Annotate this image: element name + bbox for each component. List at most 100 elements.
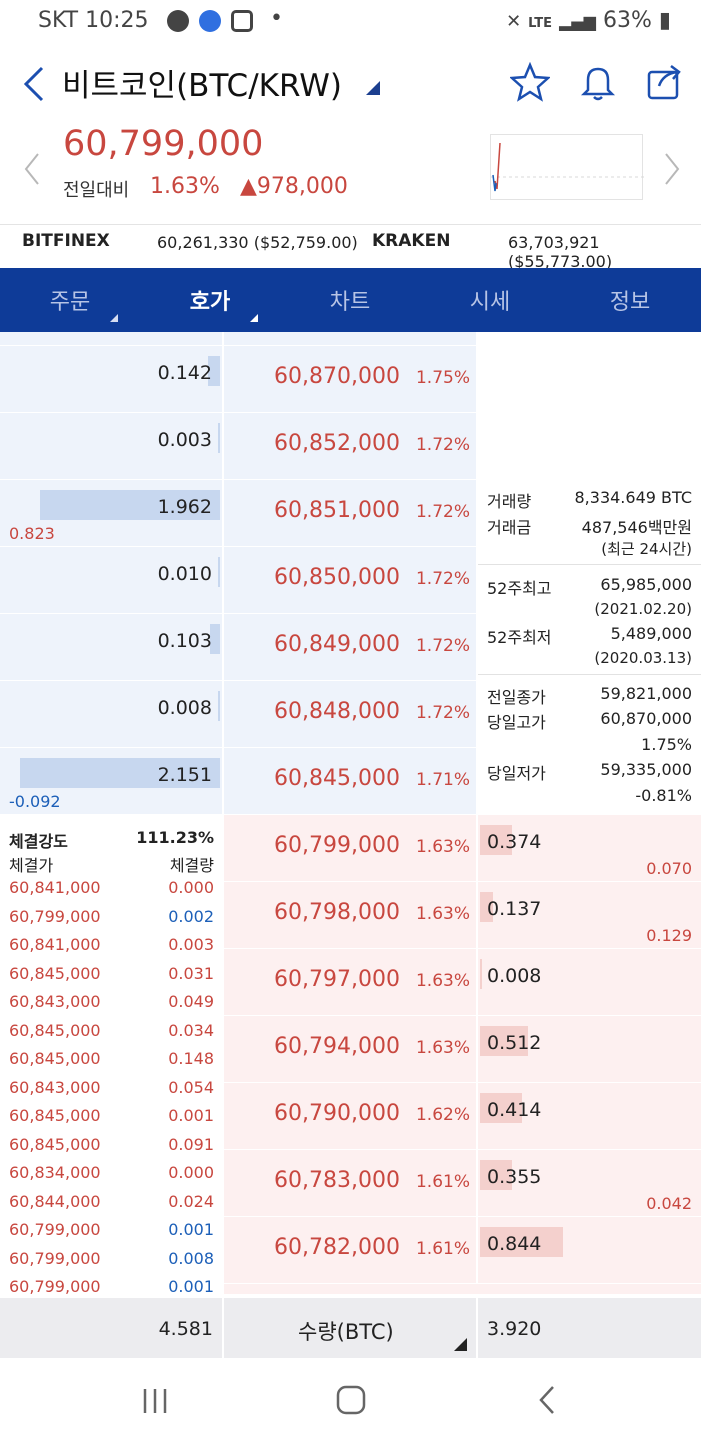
trade-price: 60,799,000 xyxy=(9,906,101,926)
ask-volume-bar xyxy=(40,490,220,520)
status-bar: SKT 10:25 • ✕ LTE ▂▄▆ 63% ▮ xyxy=(0,0,701,44)
bid-qty-cell[interactable]: 0.414 xyxy=(478,1083,701,1149)
trade-price: 60,845,000 xyxy=(9,1134,101,1154)
up-arrow-icon: ▲ xyxy=(240,174,257,199)
star-icon[interactable] xyxy=(510,62,550,102)
ask-qty: 0.003 xyxy=(157,429,212,451)
trade-price: 60,845,000 xyxy=(9,1049,101,1068)
header: 비트코인(BTC/KRW) xyxy=(0,50,701,120)
bid-price-cell[interactable]: 60,797,000 1.63% xyxy=(224,949,476,1015)
bid-price-cell[interactable]: 60,794,000 1.63% xyxy=(224,1016,476,1082)
ask-price-cell[interactable]: 60,852,000 1.72% xyxy=(224,413,476,479)
ask-qty-cell[interactable]: 0.142 xyxy=(0,346,222,412)
ask-qty-cell[interactable]: 1.962 0.823 xyxy=(0,480,222,546)
bid-price-cell[interactable]: 60,799,000 1.63% xyxy=(224,815,476,881)
tab-bar: 주문 호가 차트 시세 정보 xyxy=(0,268,701,332)
bid-price-cell[interactable]: 60,782,000 1.61% xyxy=(224,1217,476,1283)
bid-price: 60,797,000 xyxy=(274,967,400,992)
day-low-label: 당일저가 xyxy=(487,764,546,783)
bid-qty-cell[interactable]: 0.512 xyxy=(478,1016,701,1082)
tab-chart[interactable]: 차트 xyxy=(280,268,420,332)
bid-qty: 0.844 xyxy=(487,1233,542,1255)
bid-price-cell[interactable]: 60,790,000 1.62% xyxy=(224,1083,476,1149)
ask-qty: 1.962 xyxy=(157,496,212,518)
ask-qty: 0.103 xyxy=(157,630,212,652)
ask-price-cell[interactable]: 60,845,000 1.71% xyxy=(224,748,476,814)
back-arrow-icon[interactable] xyxy=(18,64,48,104)
trade-price: 60,841,000 xyxy=(9,935,101,954)
mini-chart[interactable] xyxy=(490,134,644,200)
exchange-value: 60,261,330 ($52,759.00) xyxy=(157,233,358,252)
trade-price: 60,845,000 xyxy=(9,1020,101,1040)
trade-qty: 0.054 xyxy=(168,1077,214,1097)
ask-strip xyxy=(224,332,476,345)
ask-qty-change: 0.823 xyxy=(9,524,55,543)
trade-qty: 0.008 xyxy=(168,1248,214,1268)
high52-value: 65,985,000 xyxy=(600,575,692,594)
orderbook-footer: 4.581 수량(BTC) 3.920 xyxy=(0,1298,701,1358)
next-coin-arrow-icon[interactable] xyxy=(662,152,682,186)
trade-qty: 0.001 xyxy=(168,1277,214,1296)
tab-orderbook[interactable]: 호가 xyxy=(140,268,280,332)
trade-qty: 0.001 xyxy=(168,1106,214,1125)
amount-value: 487,546백만원 xyxy=(581,518,692,537)
ask-qty-cell[interactable]: 0.010 xyxy=(0,547,222,613)
ask-price-cell[interactable]: 60,849,000 1.72% xyxy=(224,614,476,680)
trade-price: 60,834,000 xyxy=(9,1163,101,1182)
ask-price-cell[interactable]: 60,850,000 1.72% xyxy=(224,547,476,613)
bid-volume-bar xyxy=(480,892,493,922)
ask-total: 4.581 xyxy=(158,1318,213,1340)
ask-qty-cell[interactable]: 0.003 xyxy=(0,413,222,479)
ask-price-cell[interactable]: 60,848,000 1.72% xyxy=(224,681,476,747)
bid-rate: 1.62% xyxy=(415,1105,470,1125)
bid-qty-cell[interactable]: 0.355 0.042 xyxy=(478,1150,701,1216)
unit-dropdown-icon[interactable] xyxy=(454,1338,467,1351)
tab-info[interactable]: 정보 xyxy=(560,268,700,332)
bid-qty-cell[interactable]: 0.008 xyxy=(478,949,701,1015)
trade-qty: 0.001 xyxy=(168,1220,214,1239)
ask-rate: 1.71% xyxy=(415,770,470,790)
ask-price: 60,849,000 xyxy=(274,632,400,657)
share-icon[interactable] xyxy=(645,62,685,102)
day-low-percent: -0.81% xyxy=(635,786,692,805)
ask-qty-cell[interactable]: 0.103 xyxy=(0,614,222,680)
divider xyxy=(478,564,701,565)
tab-market[interactable]: 시세 xyxy=(420,268,560,332)
trade-qty: 0.003 xyxy=(168,935,214,954)
bid-qty-cell[interactable]: 0.137 0.129 xyxy=(478,882,701,948)
more-notifications-dot: • xyxy=(270,6,283,31)
ask-qty-cell[interactable]: 0.008 xyxy=(0,681,222,747)
prev-day-label: 전일대비 xyxy=(63,180,130,201)
day-low-value: 59,335,000 xyxy=(600,760,692,779)
low52-date: (2020.03.13) xyxy=(594,649,692,667)
bid-price-cell[interactable]: 60,798,000 1.63% xyxy=(224,882,476,948)
ask-qty-cell[interactable]: 2.151 -0.092 xyxy=(0,748,222,814)
bid-qty-cell[interactable]: 0.374 0.070 xyxy=(478,815,701,881)
prev-close-label: 전일종가 xyxy=(487,688,546,707)
trade-qty: 0.049 xyxy=(168,992,214,1011)
prev-coin-arrow-icon[interactable] xyxy=(22,152,42,186)
mute-icon: ✕ xyxy=(506,11,522,32)
ask-rate: 1.75% xyxy=(415,368,470,388)
amount-label: 거래금 xyxy=(487,518,532,537)
dropdown-triangle-icon[interactable] xyxy=(366,81,380,95)
ask-volume-bar xyxy=(210,624,220,654)
page-title[interactable]: 비트코인(BTC/KRW) xyxy=(62,68,343,104)
day-high-percent: 1.75% xyxy=(641,735,692,754)
ask-price-cell[interactable]: 60,870,000 1.75% xyxy=(224,346,476,412)
home-icon[interactable] xyxy=(335,1384,367,1416)
bid-qty-cell[interactable]: 0.844 xyxy=(478,1217,701,1283)
bell-icon[interactable] xyxy=(578,62,618,102)
market-stats: 거래량 8,334.649 BTC 거래금 487,546백만원 (최근 24시… xyxy=(478,332,701,814)
recent-apps-icon[interactable] xyxy=(140,1386,170,1416)
unit-selector[interactable]: 수량(BTC) xyxy=(298,1320,394,1344)
tab-order[interactable]: 주문 xyxy=(0,268,140,332)
bid-rate: 1.63% xyxy=(415,971,470,991)
bid-price-cell[interactable]: 60,783,000 1.61% xyxy=(224,1150,476,1216)
bid-qty-change: 0.042 xyxy=(646,1194,692,1213)
ask-price: 60,845,000 xyxy=(274,766,400,791)
back-icon[interactable] xyxy=(535,1384,559,1416)
ask-price-cell[interactable]: 60,851,000 1.72% xyxy=(224,480,476,546)
recent-trades: 체결강도 111.23% 체결가 체결량 60,841,000 0.000 60,7… xyxy=(0,818,222,1298)
prev-close-value: 59,821,000 xyxy=(600,684,692,703)
